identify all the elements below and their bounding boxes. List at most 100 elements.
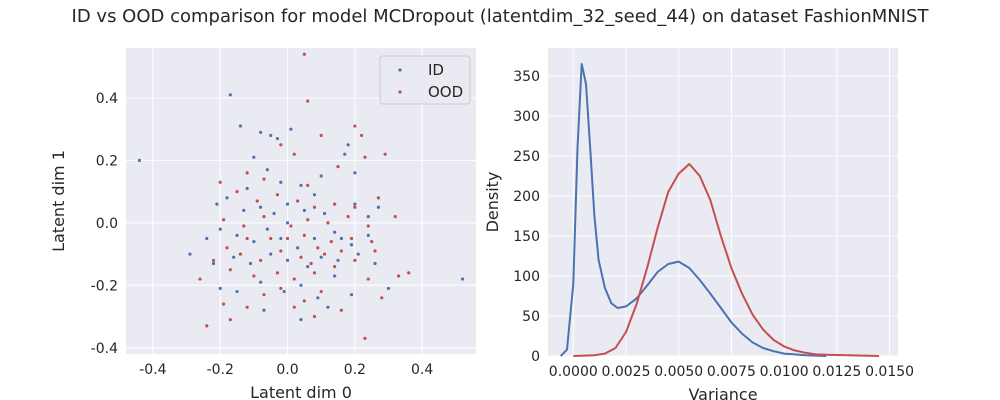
id-point bbox=[232, 255, 236, 259]
id-point bbox=[259, 130, 263, 134]
ood-point bbox=[269, 236, 273, 241]
ood-point bbox=[255, 199, 259, 203]
ood-point bbox=[366, 224, 370, 228]
ood-point bbox=[316, 246, 320, 250]
id-point bbox=[211, 261, 216, 266]
ood-point bbox=[322, 252, 327, 256]
x-tick-label: 0.0 bbox=[276, 362, 298, 378]
ood-point bbox=[363, 336, 367, 340]
ood-point bbox=[319, 289, 323, 294]
ood-point bbox=[370, 239, 374, 244]
id-point bbox=[215, 202, 219, 206]
ood-point bbox=[306, 183, 310, 187]
id-point bbox=[339, 236, 343, 241]
y-tick-label: 0.4 bbox=[96, 91, 118, 107]
y-axis-label: Density bbox=[483, 172, 502, 233]
id-point bbox=[356, 252, 360, 256]
y-tick-label: 300 bbox=[513, 109, 540, 125]
ood-point bbox=[225, 246, 229, 250]
id-point bbox=[353, 202, 357, 206]
x-tick-label: -0.4 bbox=[139, 362, 166, 378]
ood-point bbox=[289, 224, 293, 228]
plot-area bbox=[548, 48, 898, 356]
id-point bbox=[269, 252, 273, 256]
ood-point bbox=[198, 277, 202, 281]
id-point bbox=[275, 136, 280, 141]
ood-point bbox=[245, 236, 249, 241]
id-point bbox=[296, 246, 300, 250]
id-point bbox=[349, 293, 354, 297]
id-point bbox=[333, 230, 337, 234]
legend-id-marker bbox=[398, 68, 402, 72]
legend-ood-label: OOD bbox=[428, 83, 463, 101]
ood-point bbox=[275, 193, 280, 197]
id-point bbox=[366, 215, 370, 219]
ood-point bbox=[228, 318, 232, 322]
id-point bbox=[235, 289, 239, 294]
ood-point bbox=[393, 215, 397, 219]
id-point bbox=[137, 158, 142, 163]
id-point bbox=[316, 296, 320, 300]
id-point bbox=[299, 283, 303, 287]
x-tick-label: 0.0050 bbox=[654, 364, 703, 380]
id-point bbox=[366, 233, 370, 237]
id-point bbox=[262, 308, 266, 312]
id-point bbox=[312, 236, 317, 241]
ood-point bbox=[359, 133, 364, 138]
id-point bbox=[245, 186, 249, 191]
y-tick-label: -0.2 bbox=[91, 278, 118, 294]
ood-point bbox=[366, 277, 370, 281]
ood-point bbox=[319, 133, 323, 138]
id-point bbox=[299, 318, 303, 322]
id-point bbox=[346, 143, 350, 147]
y-tick-label: 0.2 bbox=[96, 153, 118, 169]
id-point bbox=[302, 208, 306, 212]
id-point bbox=[353, 171, 357, 175]
ood-point bbox=[353, 124, 357, 128]
id-point bbox=[285, 258, 290, 262]
scatter-panel: -0.4 -0.2 0.0 0.2 0.4 -0.4 -0.2 0.0 0.2 0.4 Latent… bbox=[49, 48, 476, 400]
ood-point bbox=[306, 218, 310, 222]
id-point bbox=[279, 180, 283, 184]
id-density-line bbox=[559, 63, 827, 357]
ood-point bbox=[205, 324, 209, 328]
legend-ood-marker bbox=[398, 90, 402, 94]
ood-point bbox=[218, 180, 222, 184]
ood-point bbox=[380, 296, 384, 300]
ood-point bbox=[339, 308, 343, 312]
id-point bbox=[225, 196, 229, 200]
ood-point bbox=[396, 274, 401, 278]
id-point bbox=[333, 274, 337, 278]
ood-point bbox=[353, 258, 357, 262]
density-panel: 0.0000 0.0025 0.0050 0.0075 0.0100 0.0125 0.01… bbox=[483, 48, 914, 400]
id-point bbox=[336, 258, 340, 262]
id-point bbox=[238, 124, 243, 128]
ood-point bbox=[292, 277, 296, 281]
x-tick-label: 0.0125 bbox=[812, 364, 861, 380]
ood-point bbox=[221, 302, 226, 306]
id-point bbox=[319, 255, 323, 259]
ood-point bbox=[353, 205, 357, 209]
id-point bbox=[306, 264, 310, 269]
x-tick-label: 0.0075 bbox=[707, 364, 756, 380]
id-point bbox=[269, 133, 273, 138]
y-tick-label: 0.0 bbox=[96, 216, 118, 232]
id-point bbox=[272, 211, 276, 216]
id-point bbox=[319, 174, 323, 178]
x-tick-label: 0.0000 bbox=[549, 364, 598, 380]
ood-point bbox=[302, 233, 306, 237]
y-tick-label: 250 bbox=[513, 149, 540, 165]
ood-point bbox=[285, 236, 290, 241]
y-tick-label: 0 bbox=[531, 349, 540, 365]
id-point bbox=[285, 221, 290, 225]
ood-point bbox=[312, 205, 317, 209]
id-point bbox=[460, 277, 465, 281]
ood-point bbox=[275, 271, 280, 275]
ood-point bbox=[333, 202, 337, 206]
x-axis-label: Latent dim 0 bbox=[250, 383, 352, 400]
id-point bbox=[312, 193, 317, 197]
ood-point bbox=[292, 152, 296, 156]
id-point bbox=[343, 152, 347, 156]
ood-point bbox=[292, 305, 296, 309]
y-tick-label: 200 bbox=[513, 189, 540, 205]
